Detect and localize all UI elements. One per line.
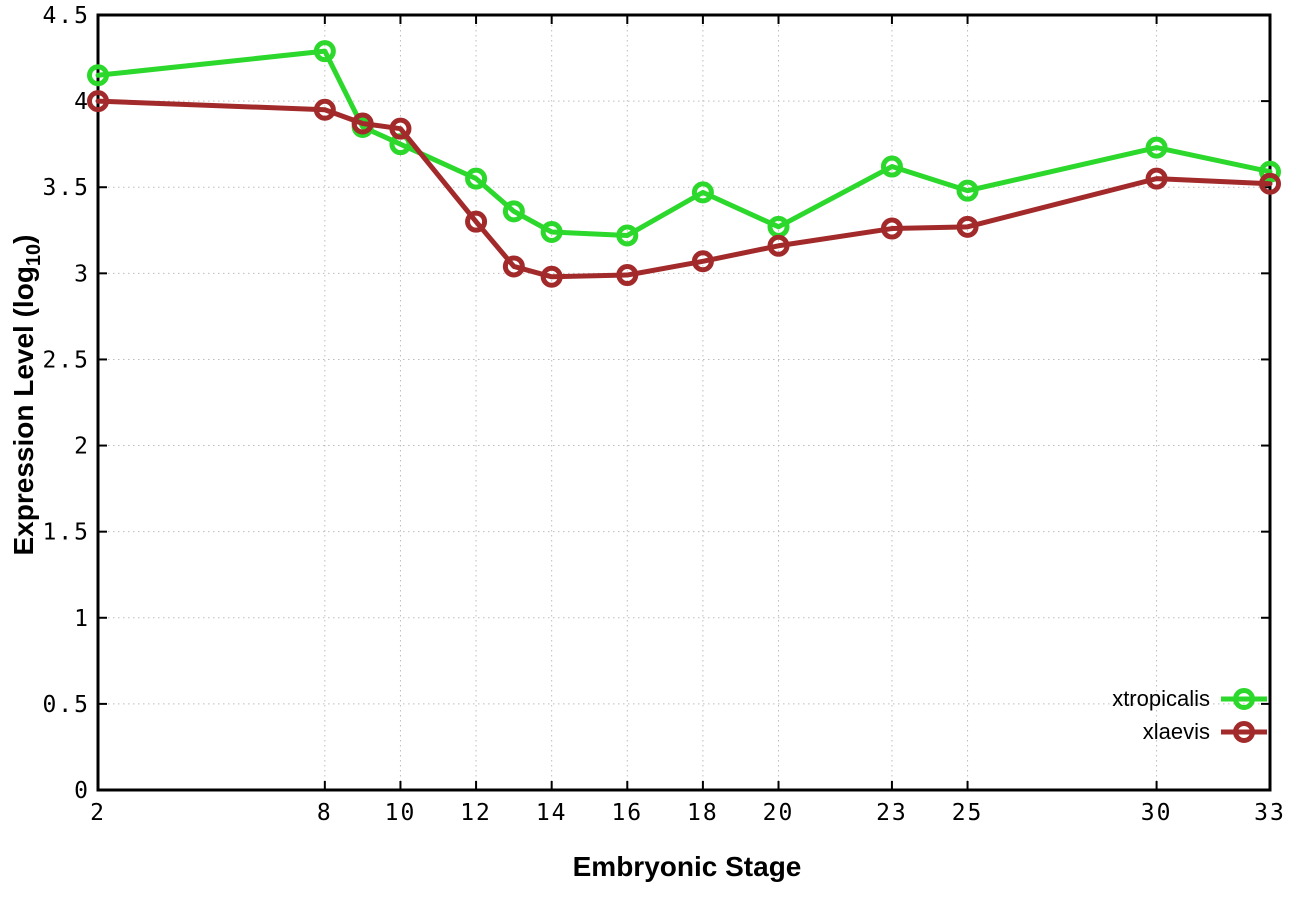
- x-tick-label: 20: [763, 800, 795, 826]
- x-tick-label: 12: [460, 800, 492, 826]
- y-tick-label: 2.5: [42, 347, 90, 373]
- data-point-xlaevis: [616, 264, 639, 287]
- data-point-xlaevis: [956, 215, 979, 238]
- x-tick-label: 30: [1141, 800, 1173, 826]
- data-point-xtropicalis: [956, 179, 979, 202]
- data-point-xlaevis: [1259, 172, 1281, 195]
- data-point-xlaevis: [880, 217, 903, 240]
- x-tick-label: 8: [317, 800, 333, 826]
- data-point-xlaevis: [87, 90, 109, 113]
- x-tick-label: 2: [90, 800, 106, 826]
- data-point-xtropicalis: [502, 200, 525, 223]
- data-point-xlaevis: [691, 250, 714, 273]
- x-tick-label: 18: [687, 800, 719, 826]
- legend-marker-xlaevis: [1221, 721, 1267, 743]
- legend-item-xtropicalis: xtropicalis: [1112, 684, 1268, 714]
- x-axis-title: Embryonic Stage: [572, 851, 802, 882]
- x-tick-label: 16: [611, 800, 643, 826]
- legend-label: xlaevis: [1142, 719, 1210, 744]
- x-tick-label: 23: [876, 800, 908, 826]
- data-point-xtropicalis: [465, 167, 488, 190]
- y-tick-label: 1: [74, 606, 90, 632]
- data-point-xlaevis: [767, 234, 790, 257]
- legend: xtropicalis xlaevis: [1112, 684, 1268, 747]
- plot-border: [96, 13, 1272, 792]
- data-point-xtropicalis: [880, 155, 903, 178]
- data-point-xtropicalis: [1145, 136, 1168, 159]
- data-point-xlaevis: [1145, 167, 1168, 190]
- data-point-xtropicalis: [313, 40, 336, 63]
- series-line-xtropicalis: [95, 48, 1273, 238]
- data-point-xtropicalis: [691, 181, 714, 204]
- y-tick-label: 4: [74, 89, 90, 115]
- y-tick-label: 3: [74, 261, 90, 287]
- y-tick-label: 0: [74, 778, 90, 804]
- x-tick-label: 33: [1254, 800, 1286, 826]
- data-point-xlaevis: [389, 117, 412, 140]
- y-axis-title: Expression Level (log10): [8, 234, 45, 556]
- data-point-xlaevis: [502, 255, 525, 278]
- legend-item-xlaevis: xlaevis: [1143, 717, 1268, 747]
- y-tick-label: 2: [74, 434, 90, 460]
- data-point-xlaevis: [313, 98, 336, 121]
- data-point-xlaevis: [465, 210, 488, 233]
- series-line-xlaevis: [95, 98, 1273, 280]
- x-tick-label: 14: [536, 800, 568, 826]
- x-tick-label: 25: [952, 800, 984, 826]
- y-tick-label: 3.5: [42, 175, 90, 201]
- legend-marker-xtropicalis: [1221, 688, 1267, 710]
- data-point-xlaevis: [540, 265, 563, 288]
- data-point-xtropicalis: [616, 224, 639, 247]
- y-tick-label: 1.5: [42, 520, 90, 546]
- y-tick-label: 4.5: [42, 3, 90, 29]
- data-point-xtropicalis: [87, 64, 109, 87]
- data-point-xtropicalis: [1259, 160, 1281, 183]
- x-tick-label: 10: [385, 800, 417, 826]
- data-point-xlaevis: [351, 112, 374, 135]
- data-point-xtropicalis: [540, 221, 563, 243]
- y-tick-label: 0.5: [42, 692, 90, 718]
- legend-label: xtropicalis: [1112, 686, 1210, 711]
